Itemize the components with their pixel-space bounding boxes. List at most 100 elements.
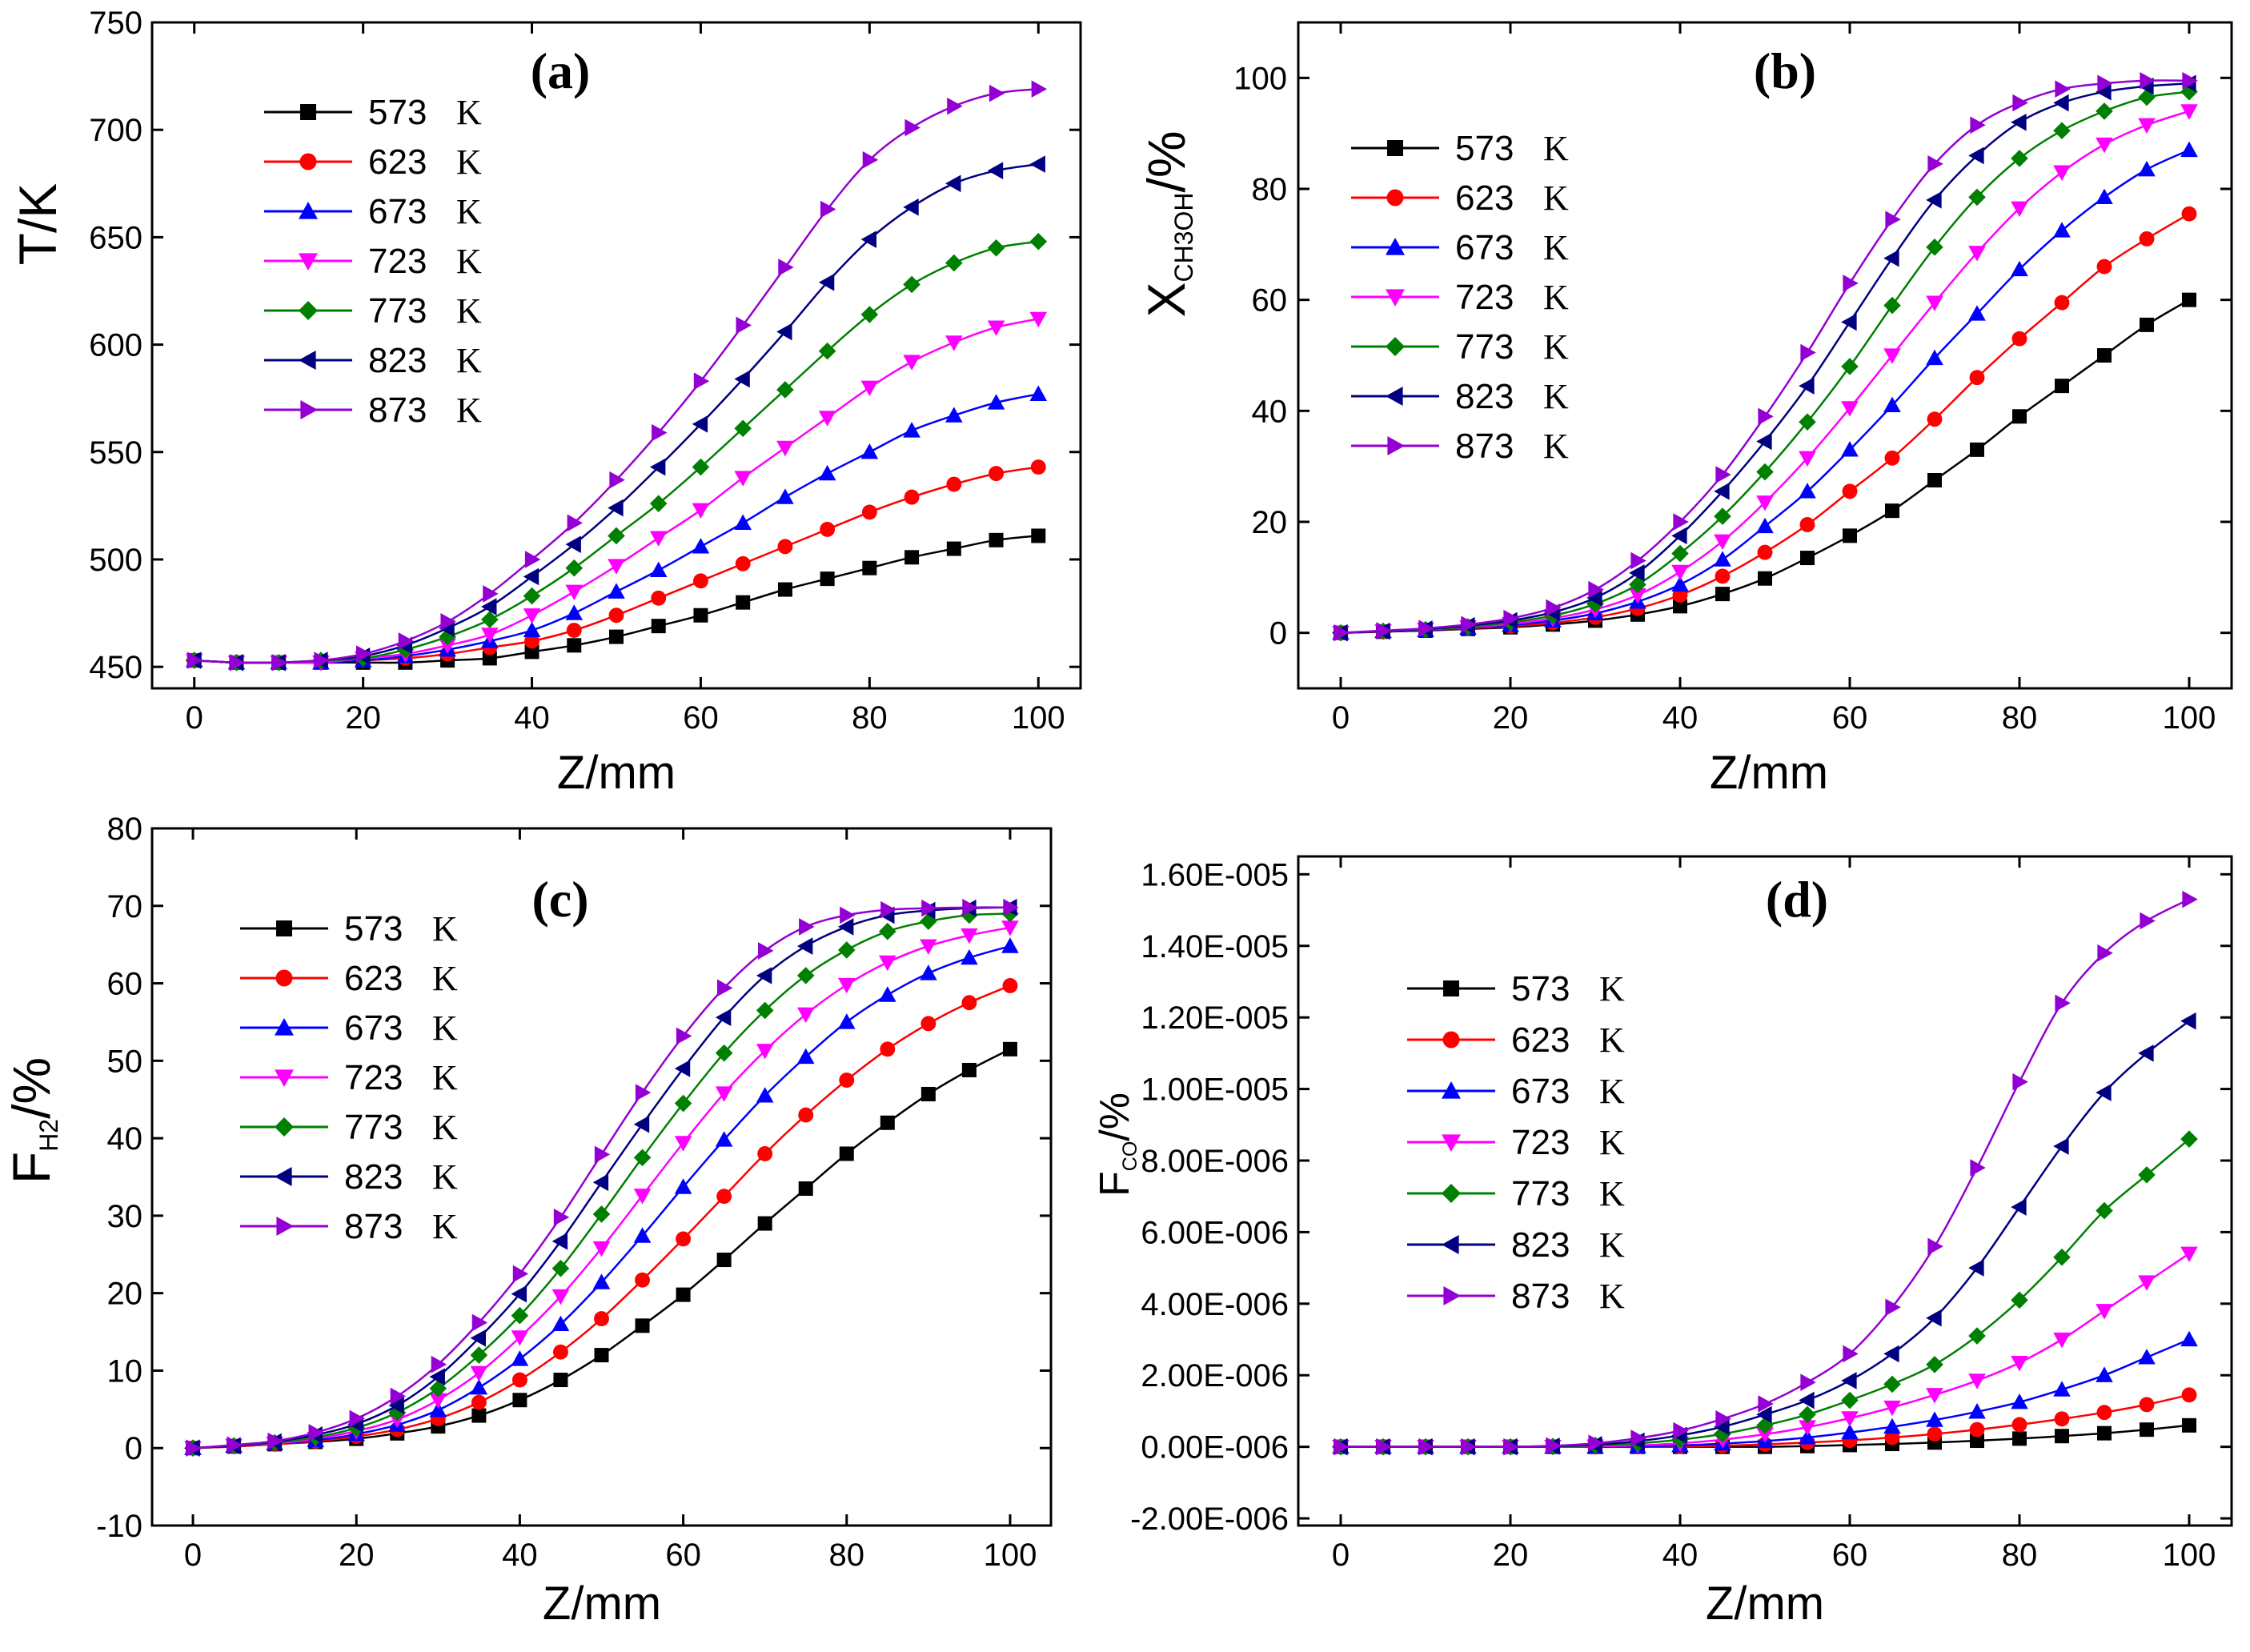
data-point [676,1027,692,1045]
data-point [1671,527,1687,545]
y-tick-label: 20 [107,1277,143,1312]
data-point [1629,575,1646,594]
data-point [1003,898,1019,916]
data-point [920,1016,936,1032]
data-point [511,1285,527,1303]
data-point [2053,1332,2071,1349]
legend-unit: K [1599,1072,1625,1111]
data-point [1843,275,1859,292]
data-point [1843,528,1857,543]
data-point [674,1094,692,1113]
data-point [756,1044,774,1060]
data-point [2096,1084,2112,1101]
data-point [2097,74,2113,93]
data-point [945,335,963,351]
data-point [482,651,497,666]
legend-marker [1386,387,1403,406]
legend-marker [299,253,318,271]
data-point [2096,137,2113,154]
data-point [1001,920,1019,936]
x-axis-title: Z/mm [557,747,676,799]
x-tick-label: 100 [2163,700,2216,736]
legend-entry: 573 K [1407,969,1625,1008]
data-point [820,571,835,587]
data-point [1714,551,1731,567]
legend-label: 623 [1511,1020,1570,1060]
data-point [693,573,708,589]
data-point [551,1259,570,1277]
data-point [2180,1330,2198,1347]
legend-unit: K [432,1058,458,1097]
data-point [904,118,920,137]
data-point [1884,450,1900,466]
data-point [471,1313,488,1332]
data-point [523,621,541,638]
data-point [904,489,920,505]
series-line [192,944,1011,1450]
series-673-K [184,937,1019,1455]
legend-marker [1443,1286,1461,1305]
x-tick-label: 60 [1832,700,1868,736]
data-point [1418,1437,1434,1456]
data-point [2097,348,2112,363]
data-point [1630,1429,1646,1447]
x-tick-label: 0 [184,1538,202,1573]
data-point [776,440,794,457]
data-point [2012,1431,2027,1446]
x-tick-label: 0 [186,700,203,736]
legend-entry: 573 K [240,909,458,948]
y-tick-label: -2.00E-006 [1130,1502,1289,1537]
legend-label: 573 [1455,129,1514,168]
x-tick-label: 60 [683,700,719,736]
y-axis-title-subscript: CO [1119,1141,1141,1172]
legend-entry: 773 K [264,291,482,331]
legend-marker [1387,140,1403,156]
series-line [1340,898,2190,1448]
legend-entry: 823 K [264,341,482,380]
y-tick-label: 8.00E-006 [1141,1144,1289,1179]
legend-marker [275,1069,294,1087]
data-point [2053,1381,2071,1397]
data-point [1758,571,1772,586]
data-point [2011,1393,2028,1409]
legend-marker [1442,1235,1459,1254]
data-point [186,1439,202,1458]
data-point [879,955,896,972]
data-point [715,1131,733,1147]
data-point [2096,1366,2113,1382]
data-point [649,531,668,547]
data-point [818,464,836,481]
data-point [1799,1391,1815,1409]
legend-unit: K [1543,178,1569,218]
data-point [565,584,584,601]
legend-marker [275,969,293,987]
y-tick-label: 30 [107,1199,143,1234]
data-point [2140,317,2154,332]
legend-label: 573 [1511,969,1570,1008]
data-point [1883,1345,1899,1363]
y-tick-label: 600 [89,328,142,363]
data-point [2055,1429,2069,1444]
legend-marker [300,400,318,419]
data-point [756,1087,774,1103]
panel-label: (a) [531,42,591,99]
data-point [229,653,246,672]
data-point [946,541,961,556]
plot-frame [150,827,1053,1527]
data-point [1503,609,1519,628]
data-point [267,1432,283,1450]
legend-unit: K [456,93,482,132]
data-point [987,239,1005,257]
data-point [839,1073,855,1088]
legend-unit: K [1599,1225,1625,1265]
legend-entry: 623 K [240,959,458,998]
data-point [1503,1437,1519,1456]
data-point [608,583,625,599]
x-tick-label: 20 [339,1538,375,1573]
data-point [649,495,668,512]
data-point [1883,348,1901,364]
data-point [734,514,752,530]
legend-entry: 773 K [1407,1174,1625,1213]
data-point [2139,1397,2155,1413]
x-tick-label: 20 [1493,1538,1529,1573]
